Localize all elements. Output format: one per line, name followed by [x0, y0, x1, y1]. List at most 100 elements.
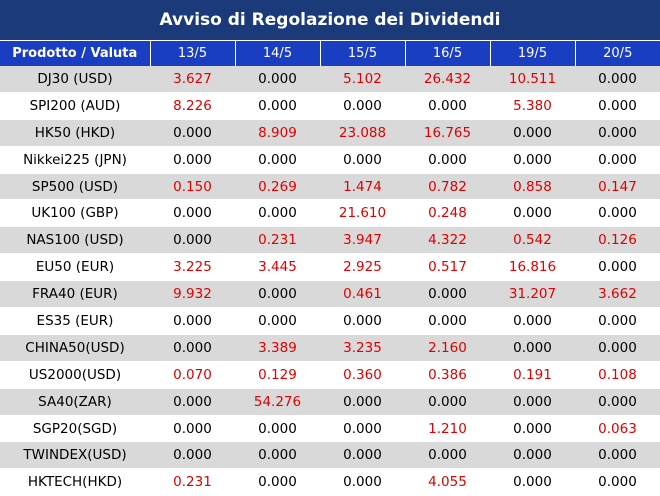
value-cell: 0.386 [405, 361, 490, 389]
value-cell: 0.129 [235, 361, 320, 389]
value-cell: 26.432 [405, 66, 490, 93]
value-cell: 0.000 [150, 307, 235, 335]
value-cell: 0.000 [235, 441, 320, 470]
value-cell: 0.461 [320, 280, 405, 309]
table-row: SA40(ZAR) 0.000 54.276 0.000 0.000 0.000 0.000 [0, 388, 660, 416]
value-cell: 0.782 [405, 173, 490, 201]
value-cell: 0.000 [150, 119, 235, 147]
table-row: UK100 (GBP) 0.000 0.000 21.610 0.248 0.000 0.0… [0, 199, 660, 228]
table-row: DJ30 (USD) 3.627 0.000 5.102 26.432 10.511 0.0… [0, 66, 660, 93]
value-cell: 0.000 [490, 199, 575, 228]
table-row: US2000(USD) 0.070 0.129 0.360 0.386 0.191 0.10… [0, 361, 660, 389]
value-cell: 3.389 [235, 334, 320, 362]
table-row: ES35 (EUR) 0.000 0.000 0.000 0.000 0.000 0.000 [0, 307, 660, 335]
value-cell: 4.055 [405, 468, 490, 496]
value-cell: 0.000 [490, 334, 575, 362]
product-cell: Nikkei225 (JPN) [0, 146, 150, 174]
value-cell: 0.231 [150, 468, 235, 496]
value-cell: 0.000 [320, 441, 405, 470]
value-cell: 1.210 [405, 415, 490, 443]
header-product: Prodotto / Valuta [0, 41, 150, 66]
product-cell: NAS100 (USD) [0, 226, 150, 255]
value-cell: 0.000 [575, 307, 660, 335]
value-cell: 0.000 [150, 388, 235, 416]
value-cell: 0.248 [405, 199, 490, 228]
value-cell: 10.511 [490, 66, 575, 93]
value-cell: 0.000 [320, 307, 405, 335]
header-date: 20/5 [574, 41, 660, 66]
value-cell: 0.147 [575, 173, 660, 201]
value-cell: 0.000 [235, 66, 320, 93]
value-cell: 0.000 [490, 388, 575, 416]
value-cell: 3.662 [575, 280, 660, 309]
value-cell: 0.000 [575, 253, 660, 282]
table-row: HKTECH(HKD) 0.231 0.000 0.000 4.055 0.000 0.00… [0, 468, 660, 496]
value-cell: 0.000 [575, 468, 660, 496]
product-cell: SGP20(SGD) [0, 415, 150, 443]
table-row: SP500 (USD) 0.150 0.269 1.474 0.782 0.858 0.14… [0, 173, 660, 201]
value-cell: 0.000 [405, 307, 490, 335]
header-date: 14/5 [234, 41, 320, 66]
value-cell: 0.000 [150, 226, 235, 255]
product-cell: CHINA50(USD) [0, 334, 150, 362]
value-cell: 3.225 [150, 253, 235, 282]
value-cell: 0.000 [235, 415, 320, 443]
product-cell: TWINDEX(USD) [0, 441, 150, 470]
table-row: CHINA50(USD) 0.000 3.389 3.235 2.160 0.000 0.0… [0, 334, 660, 362]
table-row: NAS100 (USD) 0.000 0.231 3.947 4.322 0.542 0.1… [0, 226, 660, 255]
product-cell: US2000(USD) [0, 361, 150, 389]
value-cell: 0.000 [405, 388, 490, 416]
header-date: 13/5 [149, 41, 235, 66]
value-cell: 0.000 [320, 92, 405, 120]
value-cell: 16.816 [490, 253, 575, 282]
value-cell: 0.000 [575, 92, 660, 120]
product-cell: HKTECH(HKD) [0, 468, 150, 496]
value-cell: 0.000 [320, 388, 405, 416]
table-row: Nikkei225 (JPN) 0.000 0.000 0.000 0.000 0.000… [0, 146, 660, 174]
value-cell: 3.947 [320, 226, 405, 255]
value-cell: 0.150 [150, 173, 235, 201]
value-cell: 0.000 [490, 307, 575, 335]
product-cell: UK100 (GBP) [0, 199, 150, 228]
table-row: EU50 (EUR) 3.225 3.445 2.925 0.517 16.816 0.00… [0, 253, 660, 282]
value-cell: 4.322 [405, 226, 490, 255]
value-cell: 0.108 [575, 361, 660, 389]
dividend-table: Prodotto / Valuta 13/5 14/5 15/5 16/5 19… [0, 41, 660, 496]
value-cell: 0.517 [405, 253, 490, 282]
value-cell: 0.000 [490, 146, 575, 174]
value-cell: 0.000 [575, 441, 660, 470]
value-cell: 0.000 [405, 146, 490, 174]
value-cell: 0.000 [235, 92, 320, 120]
value-cell: 54.276 [235, 388, 320, 416]
value-cell: 9.932 [150, 280, 235, 309]
value-cell: 0.000 [490, 415, 575, 443]
product-cell: HK50 (HKD) [0, 119, 150, 147]
value-cell: 0.000 [405, 92, 490, 120]
value-cell: 0.000 [150, 415, 235, 443]
value-cell: 0.000 [575, 388, 660, 416]
value-cell: 1.474 [320, 173, 405, 201]
value-cell: 31.207 [490, 280, 575, 309]
value-cell: 5.102 [320, 66, 405, 93]
value-cell: 0.000 [575, 334, 660, 362]
value-cell: 0.000 [490, 468, 575, 496]
value-cell: 23.088 [320, 119, 405, 147]
value-cell: 0.000 [575, 199, 660, 228]
value-cell: 5.380 [490, 92, 575, 120]
product-cell: ES35 (EUR) [0, 307, 150, 335]
value-cell: 8.226 [150, 92, 235, 120]
value-cell: 0.000 [405, 280, 490, 309]
product-cell: FRA40 (EUR) [0, 280, 150, 309]
header-date: 16/5 [404, 41, 490, 66]
product-cell: SPI200 (AUD) [0, 92, 150, 120]
value-cell: 0.231 [235, 226, 320, 255]
value-cell: 0.000 [235, 307, 320, 335]
table-row: FRA40 (EUR) 9.932 0.000 0.461 0.000 31.207 3.6… [0, 280, 660, 309]
value-cell: 0.000 [575, 146, 660, 174]
header-date: 15/5 [319, 41, 405, 66]
value-cell: 0.000 [490, 441, 575, 470]
page-title: Avviso di Regolazione dei Dividendi [0, 0, 660, 40]
value-cell: 2.925 [320, 253, 405, 282]
value-cell: 0.000 [150, 146, 235, 174]
